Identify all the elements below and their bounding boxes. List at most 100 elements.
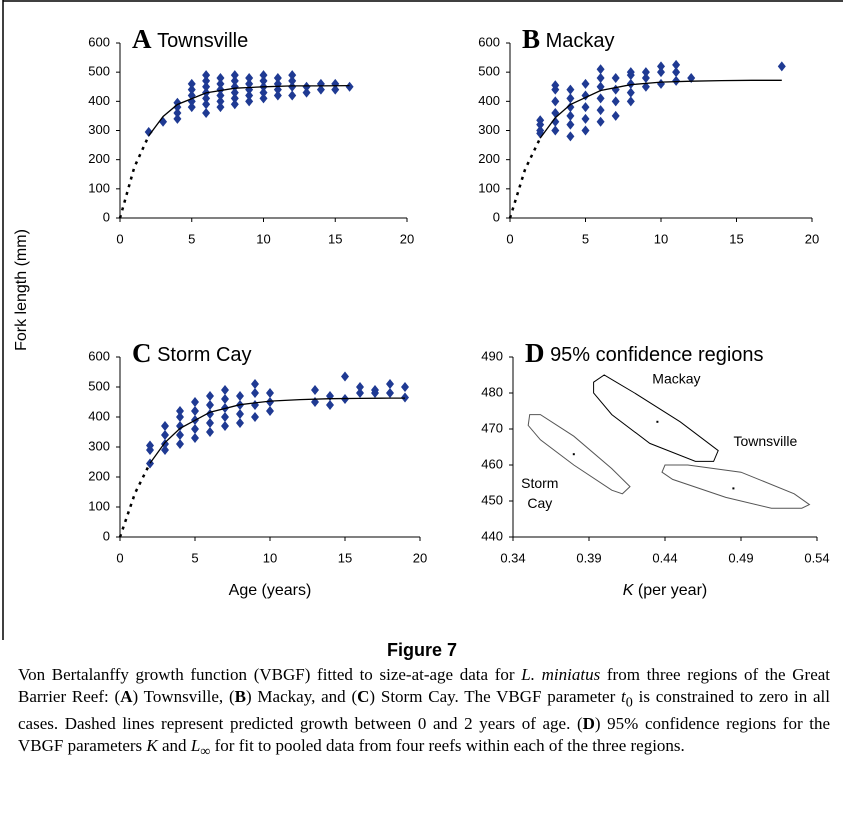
data-point: [611, 96, 620, 107]
fit-curve: [118, 135, 150, 219]
data-point: [259, 93, 268, 104]
data-point: [216, 78, 225, 89]
data-point: [251, 379, 259, 389]
data-point: [251, 388, 259, 398]
y-tick-label: 100: [88, 180, 110, 195]
data-point: [657, 61, 665, 72]
data-point: [345, 81, 354, 92]
data-point: [311, 385, 319, 395]
panel-title: B Mackay: [522, 24, 614, 54]
data-point: [302, 87, 311, 98]
data-point: [266, 388, 274, 398]
x-axis-label: Age (years): [229, 582, 312, 599]
data-point: [777, 61, 786, 72]
data-point: [611, 84, 620, 95]
panel-title: D 95% confidence regions: [525, 338, 764, 368]
data-point: [401, 382, 409, 392]
data-point: [144, 126, 153, 137]
region-label-line: Storm: [521, 475, 558, 491]
data-point: [173, 113, 182, 124]
data-point: [641, 67, 650, 78]
caption-text: Von Bertalanffy growth function (VBGF) f…: [18, 665, 522, 684]
fit-curve: [539, 79, 782, 139]
data-point: [566, 110, 575, 121]
data-point: [187, 102, 196, 113]
panel-letter: D: [525, 338, 545, 368]
x-axis-label-part: K: [623, 582, 635, 599]
caption-text: ) 95% confidence regions for the VBGF pa…: [18, 714, 831, 756]
caption-text: 0: [625, 694, 633, 711]
data-point: [641, 73, 650, 83]
region-center: [732, 487, 735, 490]
data-point: [176, 412, 184, 422]
caption-text: for fit to pooled data from four reefs w…: [210, 736, 685, 756]
y-tick-label: 100: [88, 498, 110, 513]
y-tick-label: 450: [481, 492, 503, 507]
x-tick-label: 0.44: [652, 550, 677, 565]
fit-curve: [118, 462, 152, 538]
panel-name: Mackay: [546, 30, 615, 52]
x-tick-label: 20: [400, 231, 414, 246]
data-point: [596, 73, 605, 83]
data-point: [302, 81, 311, 92]
data-point: [216, 73, 225, 83]
y-tick-label: 600: [88, 348, 110, 363]
caption-text: t: [621, 687, 626, 706]
data-point: [386, 388, 394, 398]
confidence-region: [593, 374, 719, 462]
data-point: [159, 116, 168, 127]
region-label: Mackay: [652, 371, 700, 387]
x-tick-label: 0.34: [500, 550, 525, 565]
y-tick-label: 460: [481, 456, 503, 471]
y-tick-label: 500: [478, 64, 500, 79]
data-point: [221, 412, 229, 422]
y-tick-label: 400: [88, 93, 110, 108]
data-point: [251, 400, 259, 410]
y-tick-label: 200: [478, 151, 500, 166]
panel-name: Townsville: [157, 30, 248, 52]
data-point: [551, 96, 560, 107]
y-tick-label: 440: [481, 528, 503, 543]
data-point: [581, 78, 590, 89]
data-point: [341, 371, 349, 382]
data-point: [230, 70, 239, 81]
data-point: [176, 439, 184, 449]
x-tick-label: 0.54: [804, 550, 829, 565]
data-point: [316, 84, 325, 95]
y-tick-label: 400: [88, 408, 110, 423]
data-point: [236, 391, 244, 401]
y-tick-label: 500: [88, 64, 110, 79]
data-point: [386, 379, 394, 389]
x-axis-label-part: (per year): [633, 582, 707, 599]
data-point: [596, 81, 605, 92]
caption-text: is constrained to zero in all cases. Das…: [18, 687, 830, 734]
data-point: [536, 125, 545, 136]
caption-text: ∞: [200, 743, 211, 760]
x-tick-label: 15: [338, 550, 352, 565]
data-point: [672, 75, 681, 86]
data-point: [551, 80, 560, 91]
data-point: [611, 110, 620, 121]
x-tick-label: 5: [191, 550, 198, 565]
panel-name: 95% confidence regions: [550, 344, 763, 366]
panel-name: Storm Cay: [157, 344, 251, 366]
region-center: [656, 420, 659, 423]
data-point: [216, 102, 225, 113]
caption-text: and: [157, 736, 191, 756]
data-point: [672, 67, 681, 78]
data-point: [566, 102, 575, 113]
data-point: [236, 418, 244, 428]
data-point: [596, 64, 605, 75]
caption-text: from three regions of the Great Barrier …: [18, 665, 831, 706]
x-tick-label: 15: [328, 231, 342, 246]
y-tick-label: 0: [103, 209, 110, 224]
data-point: [161, 445, 169, 455]
panel-letter: A: [132, 24, 152, 54]
caption-text: C: [357, 687, 370, 706]
caption-text: D: [582, 714, 595, 734]
data-point: [536, 115, 545, 126]
data-point: [206, 427, 214, 437]
fit-curve: [149, 397, 405, 464]
data-point: [641, 81, 650, 92]
